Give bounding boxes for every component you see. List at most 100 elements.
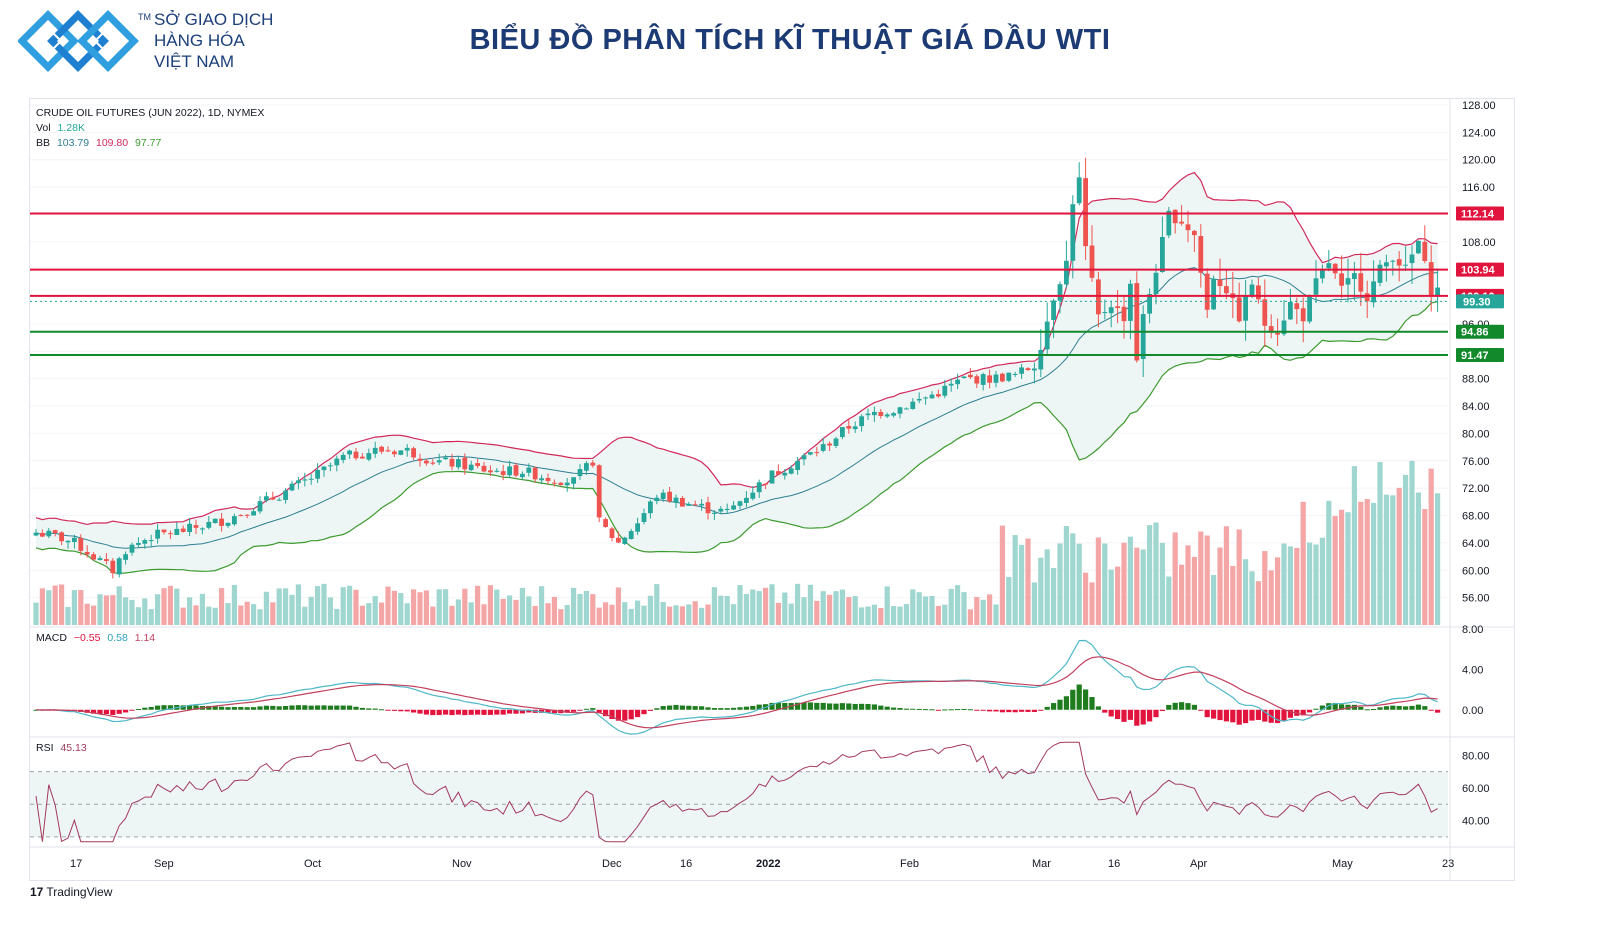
- macd-histogram-bar: [276, 706, 282, 710]
- macd-histogram-bar: [647, 709, 653, 711]
- candle-body: [571, 477, 576, 484]
- candle-body: [1396, 259, 1402, 266]
- volume-bar: [571, 587, 577, 625]
- candle-body: [1281, 320, 1287, 335]
- volume-bar: [283, 588, 289, 625]
- macd-histogram-bar: [1070, 689, 1076, 710]
- candle-body: [1211, 278, 1216, 310]
- macd-histogram-bar: [1006, 709, 1012, 713]
- tradingview-brand[interactable]: 17 TradingView: [30, 885, 112, 899]
- candle-body: [155, 529, 160, 539]
- macd-histogram-bar: [1358, 706, 1364, 710]
- macd-histogram-bar: [692, 706, 698, 710]
- macd-histogram-bar: [1319, 705, 1325, 710]
- macd-histogram-bar: [206, 705, 212, 710]
- macd-histogram-bar: [654, 708, 660, 710]
- candle-body: [1294, 303, 1300, 310]
- candle-body: [251, 511, 256, 516]
- macd-histogram-bar: [1300, 709, 1306, 716]
- candle-body: [756, 482, 762, 493]
- volume-bar: [372, 596, 378, 625]
- volume-bar: [417, 592, 423, 625]
- candle-body: [731, 505, 736, 510]
- macd-histogram-bar: [455, 709, 461, 715]
- macd-histogram-bar: [193, 705, 199, 710]
- macd-histogram-bar: [1339, 704, 1345, 710]
- candle-body: [244, 514, 250, 516]
- macd-histogram-bar: [1351, 704, 1357, 710]
- volume-bar: [1275, 557, 1281, 625]
- logo-line-1: SỞ GIAO DỊCH: [154, 10, 274, 29]
- macd-histogram-bar: [731, 707, 737, 710]
- macd-histogram-bar: [769, 702, 775, 710]
- candle-body: [136, 542, 141, 545]
- candle-body: [372, 447, 378, 454]
- candle-body: [52, 530, 58, 533]
- macd-histogram-bar: [1396, 705, 1402, 710]
- price-tick-label: 72.00: [1462, 483, 1490, 495]
- macd-histogram-bar: [423, 709, 429, 715]
- volume-bar: [1364, 498, 1370, 625]
- candle-body: [1268, 326, 1274, 333]
- macd-histogram-bar: [1281, 709, 1287, 722]
- macd-histogram-bar: [334, 705, 340, 710]
- candle-body: [1422, 241, 1428, 262]
- volume-bar: [731, 604, 737, 625]
- chart-container[interactable]: 56.00 60.00 64.00 68.00 72.00 76.00 80.00 84.00…: [29, 98, 1515, 881]
- candle-body: [46, 530, 52, 537]
- volume-bar: [999, 525, 1005, 625]
- legend-macd: MACD −0.55 0.58 1.14: [36, 632, 159, 644]
- macd-histogram-bar: [519, 709, 525, 714]
- volume-bar: [1377, 462, 1383, 625]
- candle-body: [347, 450, 352, 455]
- macd-histogram-bar: [135, 708, 141, 710]
- volume-bar: [219, 588, 225, 625]
- volume-bar: [1396, 487, 1402, 625]
- candle-body: [1032, 368, 1037, 371]
- candle-body: [974, 376, 980, 384]
- macd-histogram-bar: [929, 709, 935, 711]
- macd-histogram-bar: [123, 709, 129, 713]
- legend-bb-basis: 103.79: [56, 137, 90, 149]
- candle-body: [430, 462, 436, 464]
- volume-bar: [379, 602, 385, 625]
- volume-bar: [903, 604, 909, 625]
- macd-histogram-bar: [526, 709, 532, 713]
- macd-histogram-bar: [494, 709, 500, 715]
- volume-bar: [1108, 569, 1114, 625]
- candle-body: [827, 443, 832, 446]
- candle-body: [1428, 262, 1434, 296]
- candle-body: [424, 460, 429, 464]
- volume-bar: [699, 607, 705, 625]
- candle-body: [1115, 306, 1120, 308]
- time-tick-label: Dec: [602, 858, 622, 870]
- candle-body: [718, 508, 724, 512]
- candle-body: [283, 490, 288, 500]
- macd-histogram-bar: [1179, 702, 1185, 710]
- macd-histogram-bar: [391, 709, 397, 711]
- macd-histogram-bar: [225, 707, 231, 710]
- last-price-label-box: [1456, 294, 1504, 309]
- candle-body: [795, 460, 800, 470]
- macd-histogram-bar: [1236, 709, 1242, 725]
- candle-body: [1384, 262, 1389, 267]
- candle-body: [315, 469, 320, 479]
- candle-body: [852, 426, 858, 430]
- volume-bar: [814, 600, 820, 625]
- volume-bar: [929, 596, 935, 625]
- chart-canvas[interactable]: 56.00 60.00 64.00 68.00 72.00 76.00 80.00 84.00…: [30, 99, 1514, 880]
- volume-bar: [366, 603, 372, 625]
- macd-histogram-bar: [577, 709, 583, 711]
- macd-histogram-bar: [161, 705, 167, 710]
- candle-body: [1025, 368, 1031, 371]
- volume-bar: [129, 599, 135, 625]
- candle-body: [532, 467, 538, 480]
- candle-body: [1217, 279, 1223, 287]
- candle-body: [955, 379, 960, 385]
- macd-histogram-bar: [1038, 709, 1044, 711]
- volume-bar: [647, 595, 653, 625]
- macd-histogram-bar: [1383, 706, 1389, 710]
- volume-bar: [558, 609, 564, 625]
- candle-body: [1019, 367, 1024, 374]
- macd-histogram-bar: [302, 705, 308, 710]
